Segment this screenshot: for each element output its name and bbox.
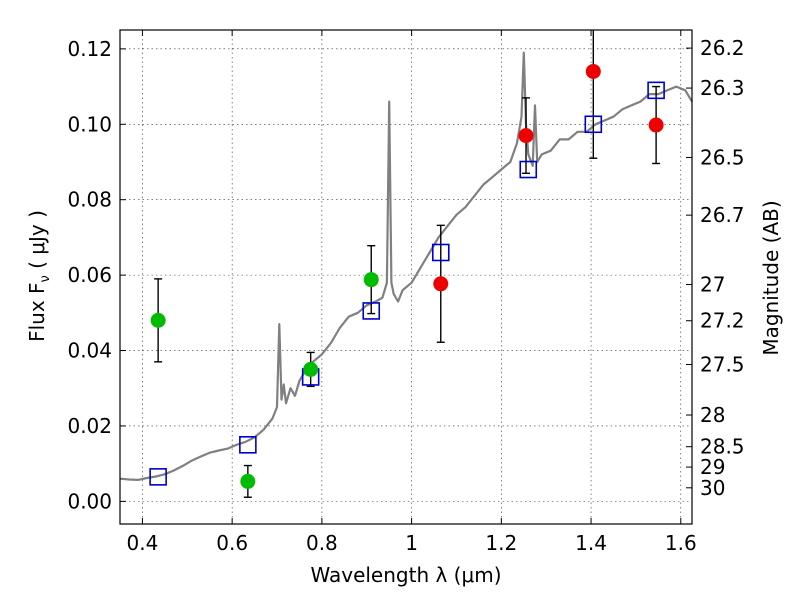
x-tick-label: 1.2 — [485, 531, 517, 555]
y-axis-label-main: Flux F — [25, 282, 49, 341]
y-tick-label: 0.08 — [67, 188, 112, 212]
right-tick-label: 29 — [700, 455, 725, 479]
data-point-circle — [518, 128, 534, 144]
right-tick-label: 30 — [700, 476, 725, 500]
y-axis-label-unit: ( μJy ) — [25, 210, 49, 275]
data-point-circle — [150, 312, 166, 328]
model-point-square — [239, 436, 257, 454]
y-tick-label: 0.04 — [67, 339, 112, 363]
tick-layer: 0.4 0.6 0.8 1 1.2 1.4 1.6 0.00 0.02 0.04 0.06 0.08 0… — [67, 30, 745, 555]
y-axis-label-subscript: ν — [38, 275, 53, 282]
marker-layer — [149, 63, 665, 489]
y-tick-label: 0.12 — [67, 37, 112, 61]
x-tick-label: 0.8 — [306, 531, 338, 555]
model-point-square — [362, 302, 381, 320]
right-tick-label: 26.5 — [700, 145, 745, 169]
y-tick-label: 0.10 — [67, 112, 112, 136]
y-tick-label: 0.06 — [67, 263, 112, 287]
y-axis-label: Flux Fν ( μJy ) — [25, 210, 53, 342]
data-point-circle — [240, 473, 256, 489]
x-tick-label: 0.4 — [127, 531, 159, 555]
right-tick-label: 28 — [700, 403, 725, 427]
x-axis-label: Wavelength λ (μm) — [310, 563, 501, 587]
model-point-square — [149, 468, 167, 486]
y-tick-label: 0.00 — [67, 489, 112, 513]
y-tick-label: 0.02 — [67, 414, 112, 438]
data-point-circle — [648, 117, 664, 133]
x-tick-label: 1.6 — [665, 531, 697, 555]
spectrum-layer — [119, 51, 693, 481]
right-tick-label: 27 — [700, 273, 725, 297]
plot-frame — [119, 29, 693, 525]
model-point-square — [431, 243, 450, 262]
errorbar-layer — [154, 30, 661, 498]
right-tick-label: 26.7 — [700, 203, 745, 227]
right-tick-label: 28.5 — [700, 435, 745, 459]
x-tick-label: 1 — [405, 531, 418, 555]
data-point-circle — [585, 63, 601, 79]
spectrum-line — [119, 51, 693, 481]
grid-layer — [120, 30, 692, 524]
data-point-circle — [303, 361, 319, 377]
right-axis-label: Magnitude (AB) — [759, 200, 783, 355]
data-point-circle — [363, 272, 379, 288]
right-tick-label: 27.5 — [700, 352, 745, 376]
right-tick-label: 27.2 — [700, 309, 745, 333]
x-tick-label: 1.4 — [575, 531, 607, 555]
right-tick-label: 26.2 — [700, 36, 745, 60]
x-tick-label: 0.6 — [216, 531, 248, 555]
model-point-square — [584, 115, 603, 134]
model-point-square — [519, 160, 538, 179]
right-tick-label: 26.3 — [700, 76, 745, 100]
model-point-square — [647, 81, 665, 100]
data-point-circle — [433, 276, 449, 292]
